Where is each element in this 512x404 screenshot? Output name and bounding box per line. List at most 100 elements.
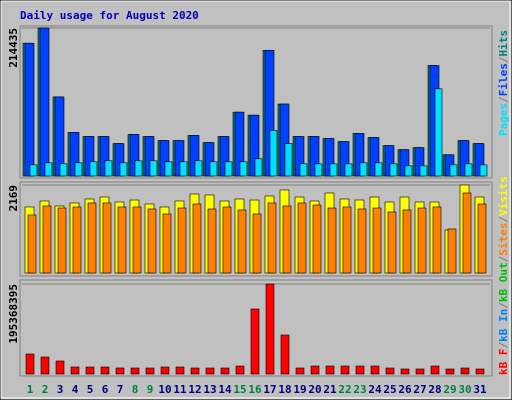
bar [297, 202, 307, 274]
bar [387, 211, 397, 274]
bar [57, 207, 67, 274]
bar [160, 366, 170, 375]
bar [190, 367, 200, 375]
x-tick-label: 28 [428, 383, 441, 396]
x-tick-label: 12 [188, 383, 201, 396]
x-tick-label: 22 [338, 383, 351, 396]
x-tick-label: 23 [353, 383, 366, 396]
bar [129, 134, 140, 177]
bar [299, 163, 308, 177]
legend-separator: / [497, 56, 510, 63]
bar [445, 368, 455, 375]
bar [344, 163, 353, 177]
bar [117, 206, 127, 274]
bar [102, 202, 112, 274]
bar [325, 365, 335, 375]
bar [144, 136, 155, 177]
bar [234, 111, 245, 177]
chart-title: Daily usage for August 2020 [20, 9, 199, 22]
bar [39, 27, 50, 177]
x-tick-label: 6 [102, 383, 109, 396]
bar [389, 163, 398, 177]
x-tick-label: 8 [132, 383, 139, 396]
bar [460, 367, 470, 375]
x-tick-label: 29 [443, 383, 456, 396]
bar [162, 213, 172, 274]
bar [404, 165, 413, 177]
bar [70, 366, 80, 375]
bar [85, 366, 95, 375]
x-tick-label: 5 [87, 383, 94, 396]
x-tick-label: 18 [278, 383, 291, 396]
bar [279, 103, 290, 177]
bar [189, 135, 200, 177]
bar [25, 353, 35, 375]
bar [357, 208, 367, 274]
bar [164, 161, 173, 177]
legend-separator: / [497, 96, 510, 103]
bar [400, 368, 410, 375]
bar [87, 202, 97, 274]
bar [340, 365, 350, 375]
x-tick-label: 20 [308, 383, 321, 396]
bar [222, 206, 232, 274]
x-tick-label: 21 [323, 383, 337, 396]
bar [179, 161, 188, 177]
bar [24, 42, 35, 177]
bar [194, 160, 203, 177]
x-tick-label: 15 [233, 383, 246, 396]
x-tick-label: 24 [368, 383, 382, 396]
x-tick-label: 30 [458, 383, 471, 396]
legend-entry: kB In [497, 309, 510, 342]
legend-entry: Hits [497, 30, 510, 57]
bar [132, 206, 142, 274]
bar [265, 283, 275, 375]
y-tick-label: 2169 [7, 185, 20, 212]
legend-entry: kB F [497, 349, 510, 376]
bar [115, 367, 125, 375]
bar [370, 365, 380, 375]
bar [359, 162, 368, 177]
bar [54, 96, 65, 177]
x-tick-label: 14 [218, 383, 232, 396]
x-tick-label: 4 [72, 383, 79, 396]
legend-entry: kB Out [497, 262, 510, 302]
bar [267, 202, 277, 274]
legend-separator: / [497, 255, 510, 262]
x-tick-label: 16 [248, 383, 262, 396]
x-tick-label: 26 [398, 383, 412, 396]
bar [342, 206, 352, 274]
legend: kB F/kB In/kB Out/Sites/Visits [497, 176, 510, 375]
bar [204, 142, 215, 177]
bar [119, 162, 128, 177]
x-tick-label: 17 [263, 383, 276, 396]
bar [384, 145, 395, 177]
bar [250, 308, 260, 375]
bar [329, 163, 338, 177]
x-tick-label: 9 [147, 383, 154, 396]
bar [419, 165, 428, 177]
y-tick-label: 195368395 [7, 284, 20, 344]
bar [159, 140, 170, 177]
bar [55, 360, 65, 375]
bar [402, 209, 412, 274]
bar [327, 207, 337, 274]
bar [209, 161, 218, 177]
bar [29, 164, 38, 177]
bar [84, 136, 95, 177]
x-tick-label: 10 [158, 383, 171, 396]
legend-entry: Sites [497, 223, 510, 256]
x-tick-label: 19 [293, 383, 306, 396]
bar [309, 136, 320, 177]
bar [282, 205, 292, 274]
x-tick-label: 11 [173, 383, 187, 396]
bar [235, 365, 245, 375]
bar [369, 137, 380, 177]
x-tick-label: 13 [203, 383, 216, 396]
bar [134, 160, 143, 177]
bar [174, 140, 185, 177]
bar [149, 160, 158, 177]
bar [207, 208, 217, 274]
